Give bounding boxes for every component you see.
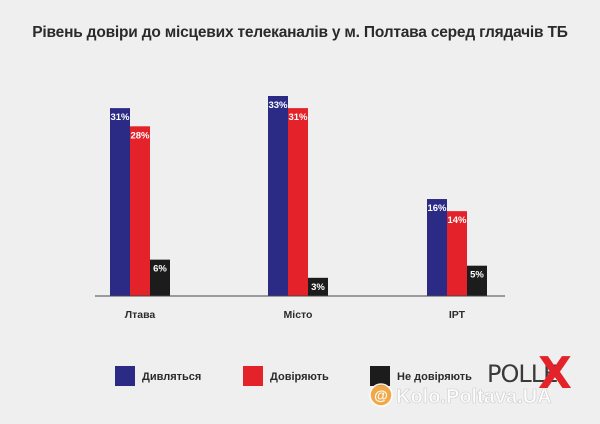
- bar-1-1: [110, 108, 130, 296]
- bar-2-3: [447, 211, 467, 296]
- legend: Дивляться Довіряють Не довіряють: [115, 366, 472, 386]
- chart-title: Рівень довіри до місцевих телеканалів у …: [32, 24, 568, 41]
- data-label: 16%: [427, 203, 447, 214]
- bar-2-2: [288, 108, 308, 296]
- data-label: 6%: [153, 264, 167, 275]
- data-label: 5%: [470, 270, 484, 281]
- bar-3-1: [150, 259, 170, 296]
- data-label: 3%: [311, 282, 325, 293]
- legend-swatch: [243, 366, 263, 386]
- x-tick-label: Місто: [284, 309, 313, 321]
- watermark-at-symbol: @: [374, 387, 388, 403]
- logo-text: POLLE: [487, 360, 557, 388]
- bar-3-2: [308, 277, 328, 296]
- bar-3-3: [467, 265, 487, 296]
- bars-group: 31%28%6%33%31%3%16%14%5%: [110, 96, 487, 296]
- legend-label: Довіряють: [270, 371, 329, 383]
- data-label: 31%: [110, 112, 130, 123]
- x-tick-labels: Лтава Місто ІРТ: [125, 309, 466, 321]
- pollex-logo: POLLE X: [487, 348, 572, 399]
- watermark: @ Kolo.Poltava.UA: [369, 383, 552, 408]
- bar-1-2: [268, 96, 288, 296]
- logo-mark: X: [538, 348, 572, 399]
- watermark-text: Kolo.Poltava.UA: [396, 386, 552, 408]
- data-label: 31%: [288, 112, 308, 123]
- data-label: 14%: [447, 215, 467, 226]
- x-tick-label: Лтава: [125, 309, 156, 321]
- watermark-at-icon: [369, 383, 393, 407]
- data-label: 28%: [130, 130, 150, 141]
- data-label: 33%: [268, 100, 288, 111]
- legend-label: Дивляться: [142, 371, 201, 383]
- bar-1-3: [427, 199, 447, 296]
- legend-swatch: [115, 366, 135, 386]
- legend-swatch: [370, 366, 390, 386]
- bar-2-1: [130, 126, 150, 296]
- legend-label: Не довіряють: [397, 371, 472, 383]
- x-tick-label: ІРТ: [449, 309, 466, 321]
